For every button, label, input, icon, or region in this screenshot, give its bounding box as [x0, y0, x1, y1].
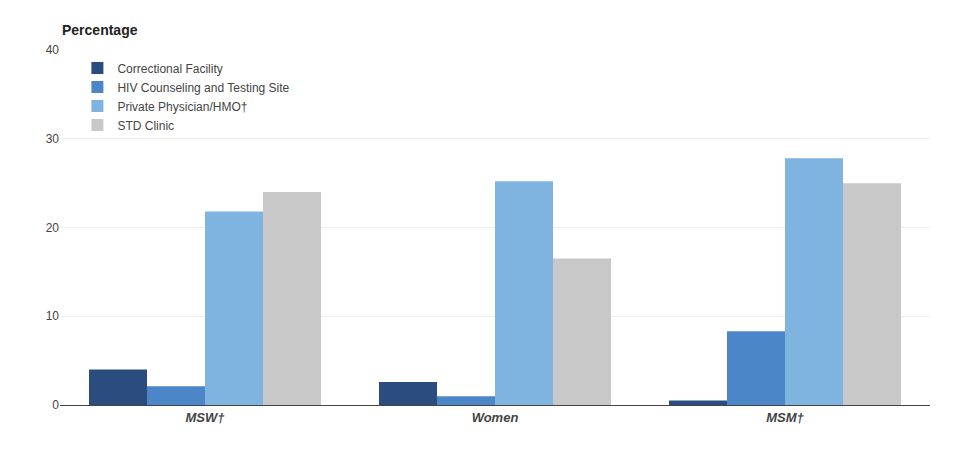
- svg-text:Correctional Facility: Correctional Facility: [117, 62, 222, 76]
- svg-text:10: 10: [46, 309, 60, 323]
- svg-text:Women: Women: [472, 410, 519, 425]
- svg-text:Private Physician/HMO†: Private Physician/HMO†: [117, 100, 247, 114]
- svg-text:30: 30: [46, 132, 60, 146]
- svg-text:STD Clinic: STD Clinic: [117, 119, 174, 133]
- svg-text:MSW†: MSW†: [186, 410, 226, 425]
- svg-text:40: 40: [46, 43, 60, 57]
- svg-text:0: 0: [52, 398, 59, 412]
- svg-text:Percentage: Percentage: [62, 22, 138, 38]
- svg-text:HIV Counseling and Testing Sit: HIV Counseling and Testing Site: [117, 81, 289, 95]
- svg-text:MSM†: MSM†: [766, 410, 804, 425]
- svg-text:20: 20: [46, 221, 60, 235]
